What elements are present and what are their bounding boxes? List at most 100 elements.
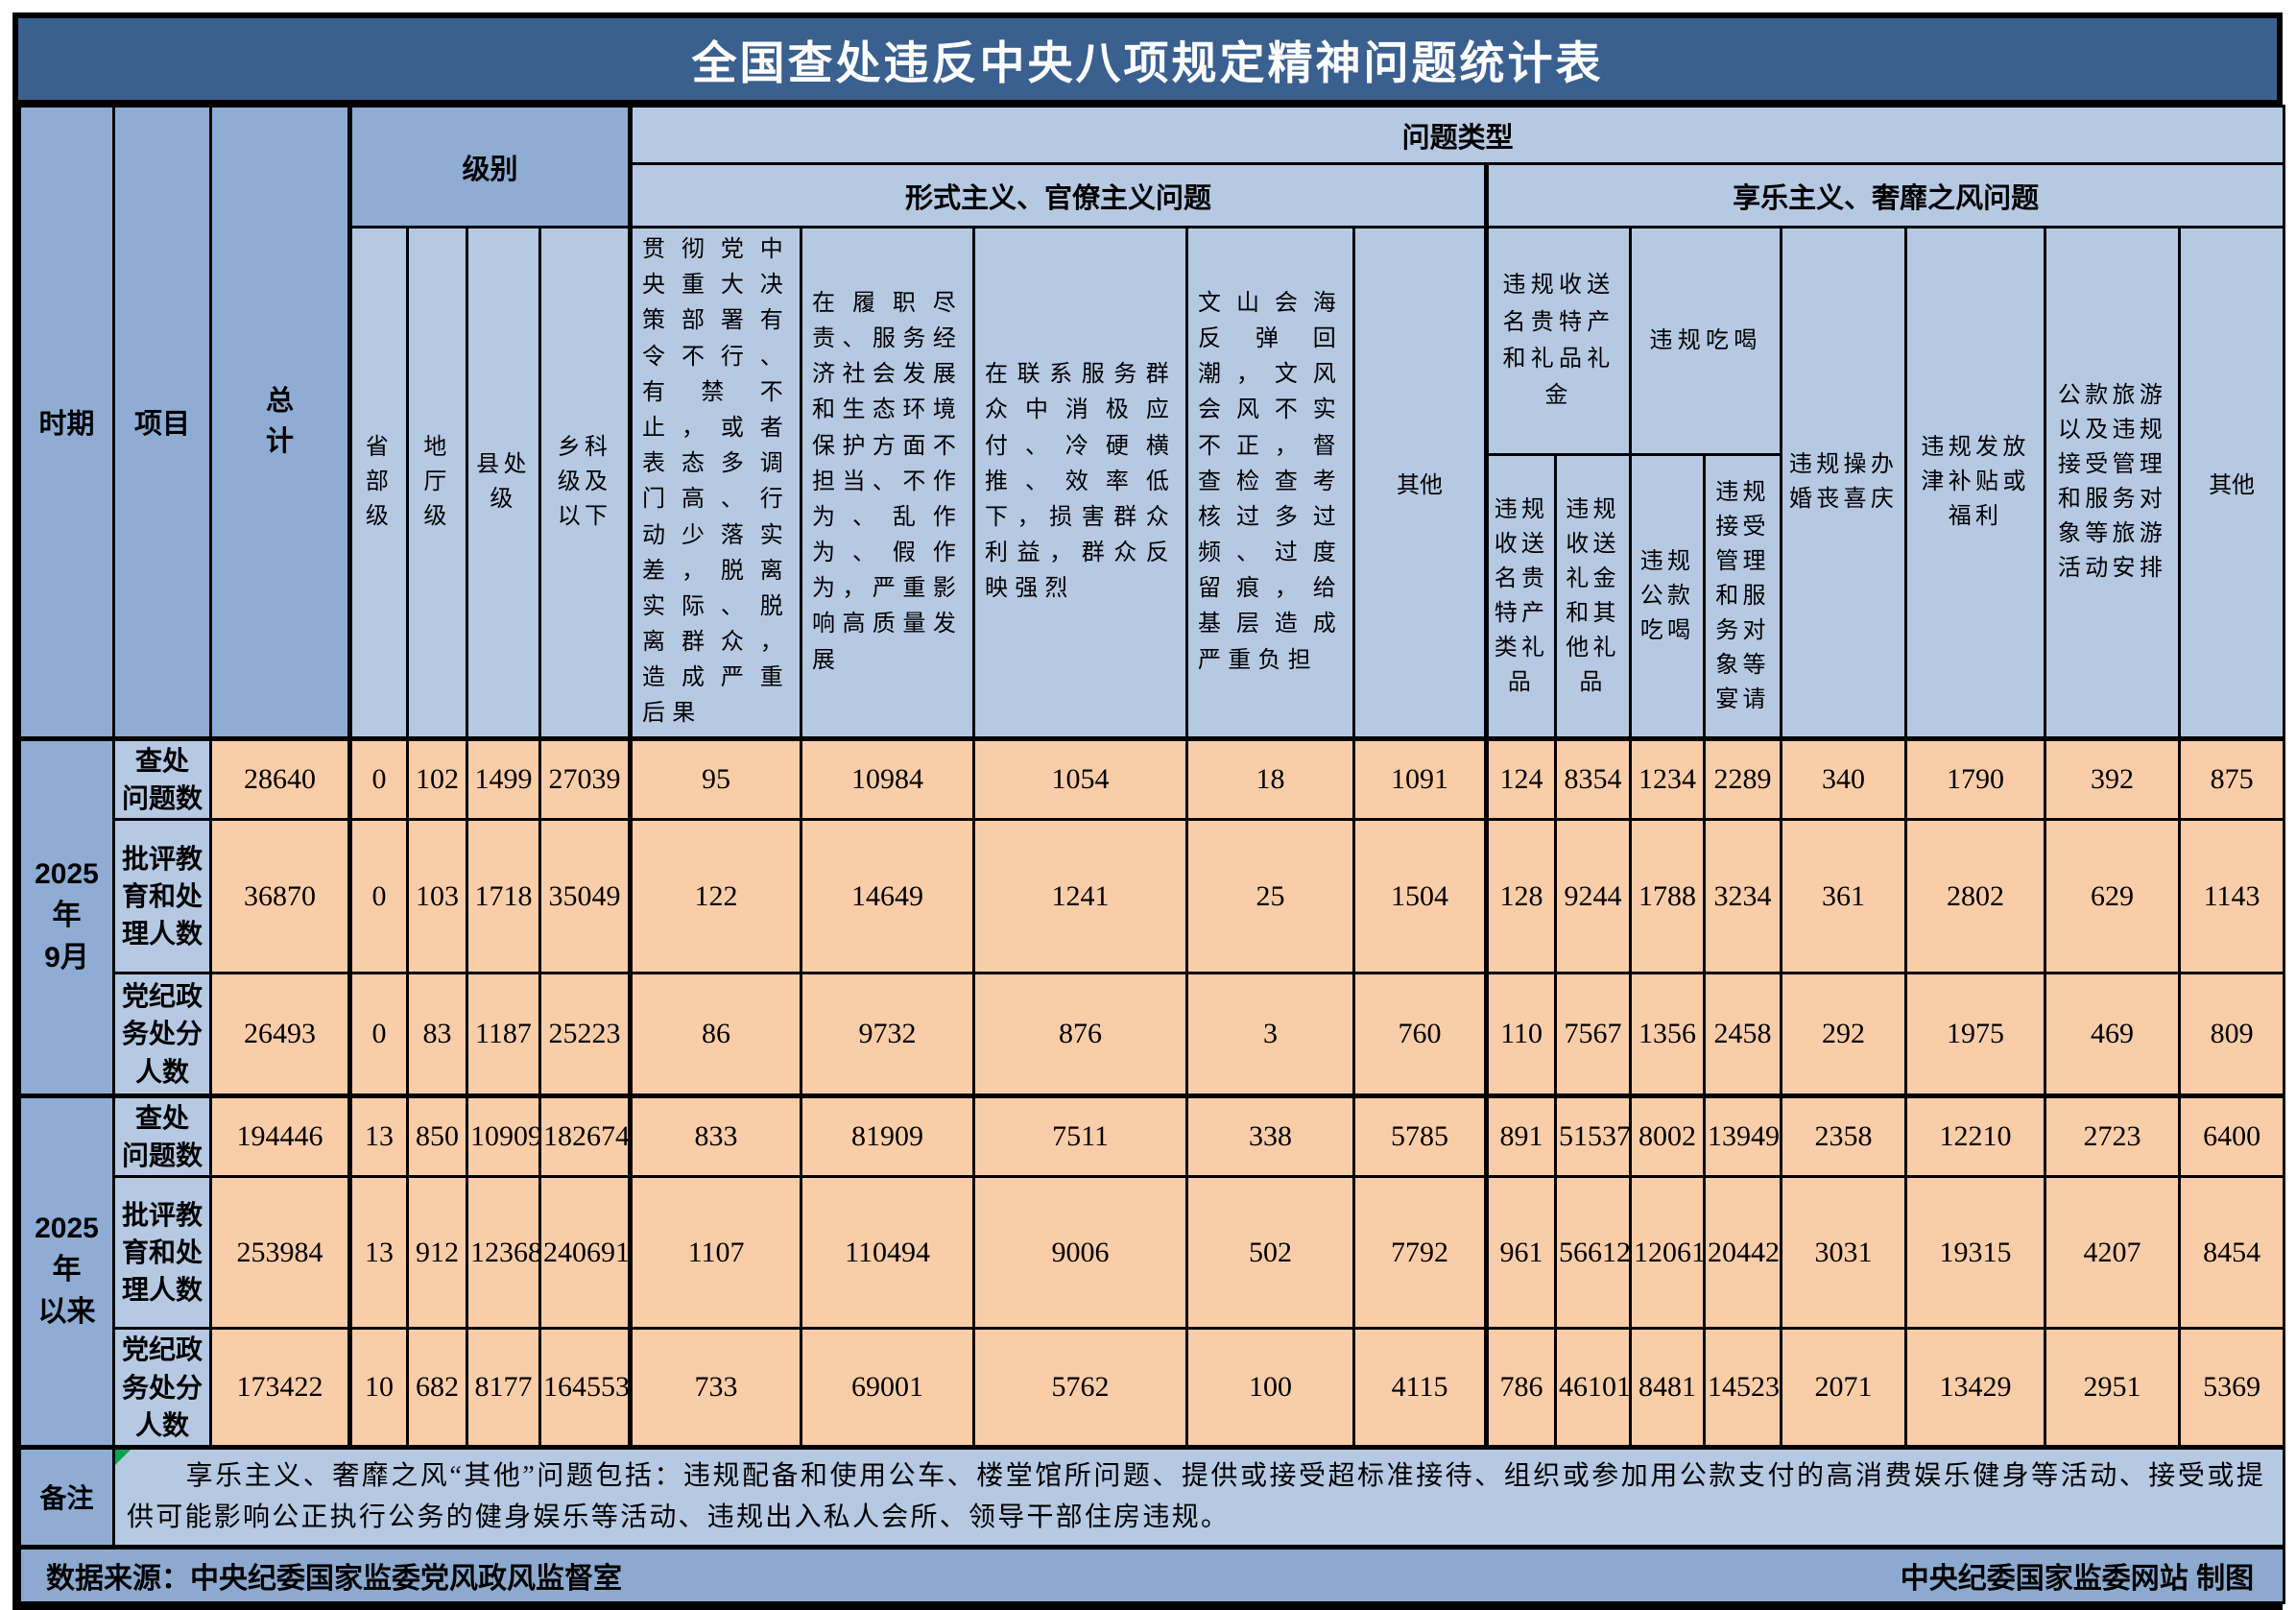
value-cell: 7567 <box>1554 972 1633 1097</box>
header-formalism-col-duty: 在履职尽责、服务经济社会发展和生态环境保护方面不担当、不作为、乱作为、假作为，严… <box>800 226 976 740</box>
header-problem-type-group: 问题类型 <box>629 105 2286 165</box>
header-level-township: 乡科级及以下 <box>538 226 634 740</box>
period-cell: 2025年 9月 <box>18 735 115 1098</box>
value-cell: 14523 <box>1703 1327 1783 1449</box>
value-cell: 4115 <box>1352 1327 1490 1449</box>
value-cell: 103 <box>406 818 468 974</box>
value-cell: 1788 <box>1629 818 1707 974</box>
value-cell: 13 <box>348 1175 409 1331</box>
value-cell: 1504 <box>1352 818 1490 974</box>
value-cell: 12061 <box>1629 1175 1707 1331</box>
value-cell: 0 <box>348 972 409 1097</box>
header-formalism-col-masses: 在联系服务群众中消极应付、冷硬横推、效率低下，损害群众利益，群众反映强烈 <box>972 226 1189 740</box>
statistics-sheet: 全国查处违反中央八项规定精神问题统计表 时期 项目 总计 级别 问题类型 形式主… <box>12 12 2286 1610</box>
value-cell: 9732 <box>800 972 976 1097</box>
header-level-province: 省部级 <box>348 226 409 740</box>
row-label: 批评教 育和处 理人数 <box>112 1175 212 1331</box>
value-cell: 124 <box>1485 735 1558 822</box>
value-cell: 2458 <box>1703 972 1783 1097</box>
header-gift-col-specialty: 违规收送名贵特产类礼品 <box>1485 452 1558 740</box>
value-cell: 6400 <box>2178 1093 2286 1179</box>
value-cell: 13949 <box>1703 1093 1783 1179</box>
period-cell: 2025年 以来 <box>18 1093 115 1449</box>
value-cell: 13429 <box>1904 1327 2047 1449</box>
value-cell: 2358 <box>1780 1093 1908 1179</box>
header-level-group: 级别 <box>347 105 634 228</box>
value-cell: 5785 <box>1352 1093 1490 1179</box>
value-cell: 27039 <box>538 735 634 822</box>
header-dining-col-public-funds: 违规公款吃喝 <box>1629 452 1707 740</box>
value-cell: 51537 <box>1554 1093 1633 1179</box>
value-cell: 292 <box>1780 972 1908 1097</box>
value-cell: 875 <box>2178 735 2286 822</box>
header-total: 总计 <box>209 105 352 740</box>
value-cell: 8002 <box>1629 1093 1707 1179</box>
credit-text: 中央纪委国家监委网站 制图 <box>1900 1562 2255 1595</box>
value-cell: 10984 <box>800 735 976 822</box>
value-cell: 110494 <box>800 1175 976 1331</box>
value-cell: 25223 <box>538 972 634 1097</box>
page-title: 全国查处违反中央八项规定精神问题统计表 <box>18 18 2277 105</box>
note-text: 享乐主义、奢靡之风“其他”问题包括：违规配备和使用公车、楼堂馆所问题、提供或接受… <box>127 1460 2266 1533</box>
value-cell: 340 <box>1780 735 1908 822</box>
value-cell: 9244 <box>1554 818 1633 974</box>
value-cell: 69001 <box>800 1327 976 1449</box>
header-hedonism-group: 享乐主义、奢靡之风问题 <box>1485 162 2286 228</box>
header-hedonism-col-allowances: 违规发放津补贴或福利 <box>1904 226 2047 740</box>
value-cell: 164553 <box>538 1327 634 1449</box>
value-cell: 100 <box>1185 1327 1356 1449</box>
row-label: 党纪政 务处分 人数 <box>112 1327 212 1449</box>
value-cell: 13 <box>348 1093 409 1179</box>
row-label: 查处 问题数 <box>112 1093 212 1179</box>
value-cell: 850 <box>406 1093 468 1179</box>
value-cell: 5762 <box>972 1327 1189 1449</box>
value-cell: 2723 <box>2044 1093 2182 1179</box>
value-cell: 8454 <box>2178 1175 2286 1331</box>
value-cell: 95 <box>629 735 803 822</box>
value-cell: 25 <box>1185 818 1356 974</box>
value-cell: 253984 <box>209 1175 352 1331</box>
value-cell: 2802 <box>1904 818 2047 974</box>
header-level-prefecture: 地厅级 <box>406 226 468 740</box>
note-cell: 享乐主义、奢靡之风“其他”问题包括：违规配备和使用公车、楼堂馆所问题、提供或接受… <box>111 1444 2286 1549</box>
value-cell: 0 <box>348 735 409 822</box>
value-cell: 1241 <box>972 818 1189 974</box>
value-cell: 629 <box>2044 818 2182 974</box>
value-cell: 14649 <box>800 818 976 974</box>
value-cell: 182674 <box>538 1093 634 1179</box>
value-cell: 760 <box>1352 972 1490 1097</box>
value-cell: 912 <box>406 1175 468 1331</box>
value-cell: 10 <box>348 1327 409 1449</box>
row-label: 查处 问题数 <box>112 735 212 822</box>
value-cell: 122 <box>629 818 803 974</box>
value-cell: 1187 <box>466 972 541 1097</box>
value-cell: 2951 <box>2044 1327 2182 1449</box>
value-cell: 891 <box>1485 1093 1558 1179</box>
value-cell: 28640 <box>209 735 352 822</box>
header-total-text: 总计 <box>265 386 294 458</box>
value-cell: 3031 <box>1780 1175 1908 1331</box>
source-bar: 数据来源：中央纪委国家监委党风政风监督室 中央纪委国家监委网站 制图 <box>17 1544 2286 1604</box>
header-hedonism-col-weddings: 违规操办婚丧喜庆 <box>1780 226 1908 740</box>
value-cell: 12368 <box>466 1175 541 1331</box>
value-cell: 83 <box>406 972 468 1097</box>
header-dining-group: 违规吃喝 <box>1629 226 1783 456</box>
value-cell: 12210 <box>1904 1093 2047 1179</box>
header-period: 时期 <box>18 105 115 740</box>
value-cell: 8354 <box>1554 735 1633 822</box>
value-cell: 46101 <box>1554 1327 1633 1449</box>
value-cell: 1054 <box>972 735 1189 822</box>
value-cell: 682 <box>406 1327 468 1449</box>
value-cell: 1356 <box>1629 972 1707 1097</box>
value-cell: 128 <box>1485 818 1558 974</box>
value-cell: 502 <box>1185 1175 1356 1331</box>
header-dining-col-banquets: 违规接受管理和服务对象等宴请 <box>1703 452 1783 740</box>
value-cell: 173422 <box>209 1327 352 1449</box>
value-cell: 110 <box>1485 972 1558 1097</box>
header-formalism-col-other: 其他 <box>1352 226 1490 740</box>
value-cell: 392 <box>2044 735 2182 822</box>
header-formalism-col-meetings: 文山会海反弹回潮，文风会风不实不正，督查检查考核过多过频、过度留痕，给基层造成严… <box>1185 226 1356 740</box>
value-cell: 1143 <box>2178 818 2286 974</box>
value-cell: 56612 <box>1554 1175 1633 1331</box>
value-cell: 786 <box>1485 1327 1558 1449</box>
